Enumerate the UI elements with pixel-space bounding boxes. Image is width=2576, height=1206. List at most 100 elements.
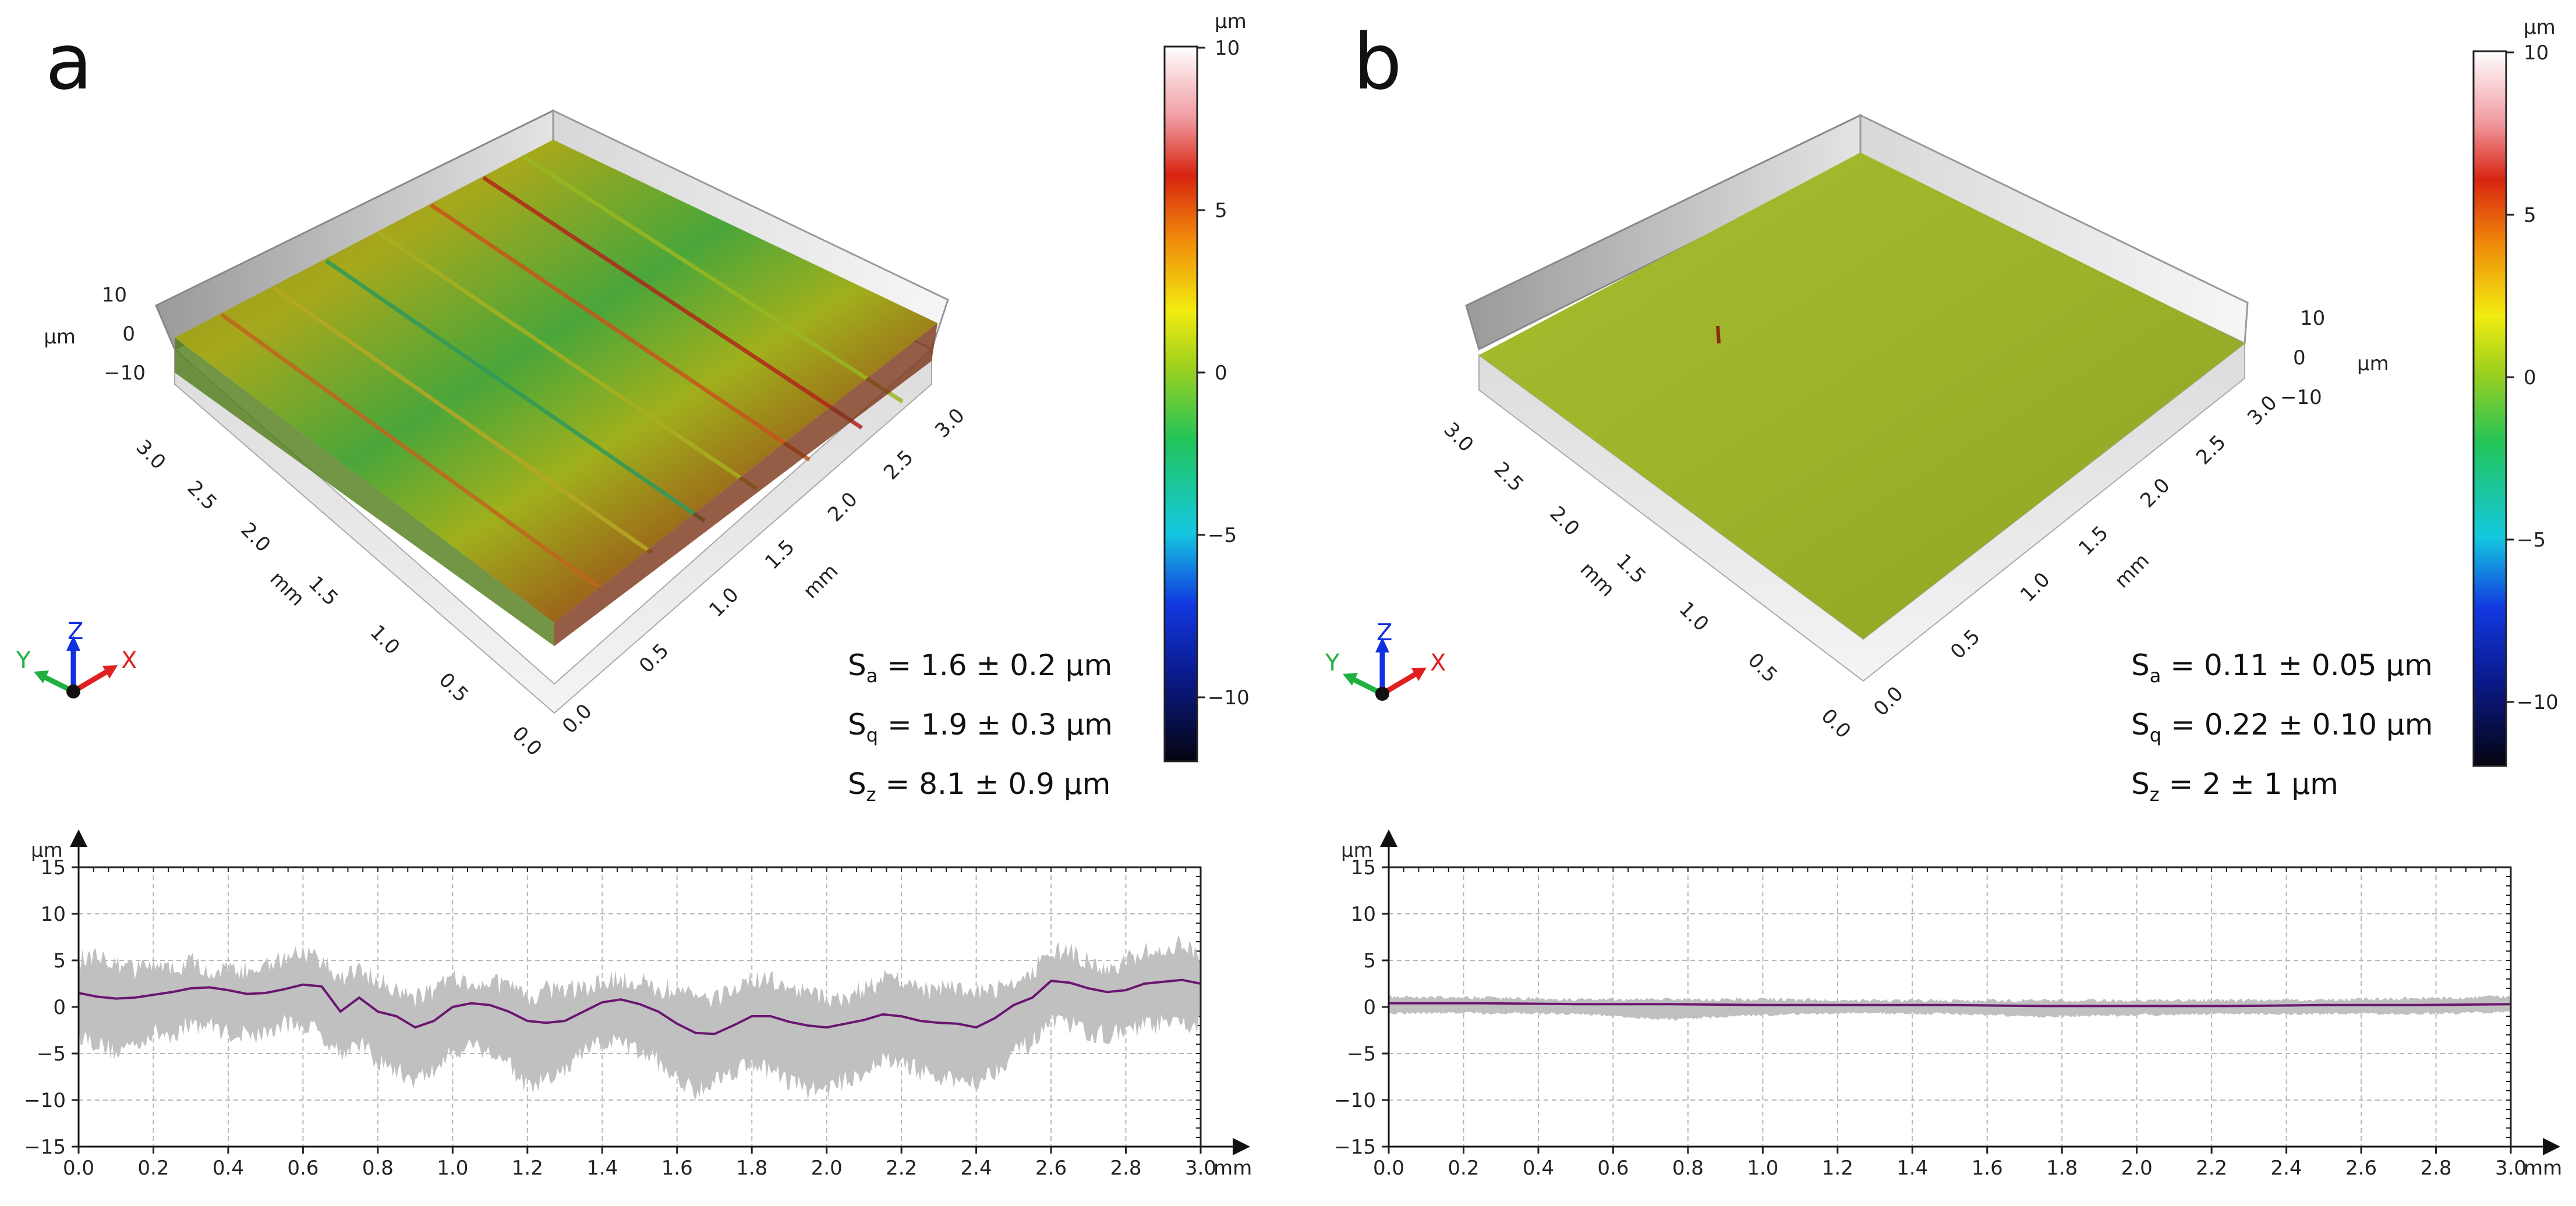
x-tick-label: 2.6 (2345, 1157, 2377, 1180)
z-tick-label: −10 (2280, 386, 2322, 409)
profile-envelope (1389, 995, 2511, 1021)
y-tick-label: 15 (41, 856, 66, 879)
axis-tick-label: 2.5 (879, 446, 918, 485)
panel-label-a: a (45, 17, 93, 107)
x-tick-label: 1.2 (1822, 1157, 1853, 1180)
x-tick-label: 1.4 (1896, 1157, 1928, 1180)
x-tick-label: 1.0 (1747, 1157, 1778, 1180)
x-tick-label: 0.8 (1672, 1157, 1704, 1180)
y-tick-label: −15 (24, 1136, 66, 1159)
y-tick-label: −15 (1334, 1136, 1376, 1159)
x-tick-label: 2.8 (1110, 1157, 1141, 1180)
x-tick-label: 0.8 (362, 1157, 394, 1180)
axis-tick-label: 1.5 (304, 572, 343, 611)
y-tick-label: −5 (1347, 1042, 1376, 1066)
stat-sq: Sq = 0.22 ± 0.10 µm (2131, 708, 2433, 746)
panel-b: b 10 0 −10 µm 3.0 2.5 2.0 1.5 1.0 0.5 0.… (1325, 16, 2562, 1180)
x-tick-label: 2.0 (811, 1157, 843, 1180)
axis-tick-label: 1.5 (760, 535, 799, 574)
profile-mean-line (78, 978, 1201, 1035)
axis-tick-label: 2.0 (1545, 502, 1584, 541)
x-tick-label: 0.6 (287, 1157, 319, 1180)
y-tick-label: −10 (1334, 1089, 1376, 1112)
x-tick-label: 2.2 (2196, 1157, 2227, 1180)
axis-tick-label: 2.0 (2136, 474, 2175, 513)
colorbar-tick-label: −5 (1208, 524, 1237, 547)
axis-unit-label: mm (2110, 549, 2154, 593)
x-tick-label: 2.2 (886, 1157, 917, 1180)
axes-indicator-a: Z X Y (16, 618, 137, 698)
z-tick-label: 0 (2293, 346, 2306, 370)
x-tick-label: 1.6 (1972, 1157, 2003, 1180)
axis-tick-label: 0.5 (1743, 648, 1782, 687)
axis-tick-label: 0.0 (1817, 704, 1856, 743)
axis-tick-label: 0.0 (508, 722, 547, 761)
base-front-a (174, 347, 932, 714)
colorbar-tick-label: 10 (1215, 37, 1240, 60)
colorbar-tick-label: −10 (2517, 691, 2559, 714)
surface-defect-b (1716, 325, 1721, 344)
x-axis-unit: mm (2524, 1157, 2562, 1180)
z-tick-label: 10 (102, 283, 127, 307)
x-tick-label: 1.8 (2046, 1157, 2078, 1180)
axis-tick-label: 1.5 (2074, 522, 2113, 561)
profile-envelope (79, 935, 1201, 1100)
axis-tick-label: 2.5 (183, 476, 222, 515)
axis-tick-label: 2.5 (2192, 431, 2231, 470)
profile-plot-a: 0.0 0.2 0.4 0.6 0.8 1.0 1.2 1.4 1.6 1.8 2.0 2.2 2.4 2… (24, 829, 1252, 1180)
y-tick-label: 5 (53, 949, 66, 973)
y-tick-label: 0 (1363, 996, 1376, 1019)
axis-tick-label: 0.5 (635, 639, 674, 678)
x-tick-label: 1.2 (512, 1157, 543, 1180)
panel-a: a 10 0 −10 µm (16, 10, 1252, 1180)
y-tick-label: 10 (41, 903, 66, 926)
surface-ridges-a (220, 155, 904, 590)
axis-tick-label: 1.0 (366, 620, 405, 659)
x-tick-label: 1.4 (586, 1157, 618, 1180)
x-tick-label: 0.0 (63, 1157, 94, 1180)
axis-tick-label: 0.5 (1946, 625, 1985, 664)
y-axis-unit: µm (31, 839, 63, 862)
axis-tick-label: 2.0 (236, 518, 275, 557)
axis-tick-label: 0.0 (1869, 682, 1908, 721)
stats-b: Sa = 0.11 ± 0.05 µm Sq = 0.22 ± 0.10 µm … (2131, 648, 2433, 806)
panel-label-b: b (1353, 17, 1402, 107)
z-unit-label: µm (44, 325, 76, 349)
axis-indicator-y: Y (1325, 650, 1340, 676)
axis-tick-label: 2.5 (1489, 457, 1528, 496)
axis-tick-label: 3.0 (132, 435, 171, 474)
surface-3d-a: 10 0 −10 µm 3.0 2.5 2.0 1.5 1.0 0.5 0.0 … (44, 109, 969, 761)
axis-tick-label: 3.0 (930, 404, 969, 443)
z-tick-label: 0 (122, 322, 135, 346)
x-tick-label: 0.2 (1448, 1157, 1479, 1180)
surface-top-a (175, 140, 937, 623)
y-tick-label: 5 (1363, 949, 1376, 973)
x-tick-label: 3.0 (1185, 1157, 1216, 1180)
colorbar-tick-label: 0 (1215, 361, 1227, 385)
y-axis-unit: µm (1341, 839, 1373, 862)
colorbar-unit: µm (1215, 10, 1247, 33)
y-tick-label: −5 (37, 1042, 66, 1066)
x-tick-label: 0.4 (213, 1157, 244, 1180)
axis-indicator-x: X (121, 647, 137, 674)
surface-front-face-right-a (554, 323, 937, 646)
z-tick-label: 10 (2300, 307, 2325, 330)
stats-a: Sa = 1.6 ± 0.2 µm Sq = 1.9 ± 0.3 µm Sz =… (848, 648, 1113, 806)
x-tick-label: 2.4 (2271, 1157, 2302, 1180)
profile-mean-line (1389, 1002, 2511, 1008)
axis-tick-label: 1.0 (1675, 597, 1714, 636)
x-tick-label: 0.4 (1523, 1157, 1554, 1180)
x-tick-label: 0.6 (1597, 1157, 1629, 1180)
stat-sz: Sz = 2 ± 1 µm (2131, 767, 2338, 806)
colorbar-b: µm 10 5 0 −5 −10 (2472, 16, 2559, 767)
colorbar-a: µm 10 5 0 −5 −10 (1163, 10, 1250, 762)
z-unit-label: µm (2357, 352, 2389, 375)
x-axis-unit: mm (1213, 1157, 1252, 1180)
axes-indicator-b: Z X Y (1325, 619, 1446, 701)
x-tick-label: 0.2 (137, 1157, 169, 1180)
axis-unit-label: mm (266, 567, 309, 611)
x-tick-label: 2.4 (961, 1157, 992, 1180)
surface-front-face-a (175, 338, 554, 646)
axis-unit-label: mm (799, 559, 843, 603)
